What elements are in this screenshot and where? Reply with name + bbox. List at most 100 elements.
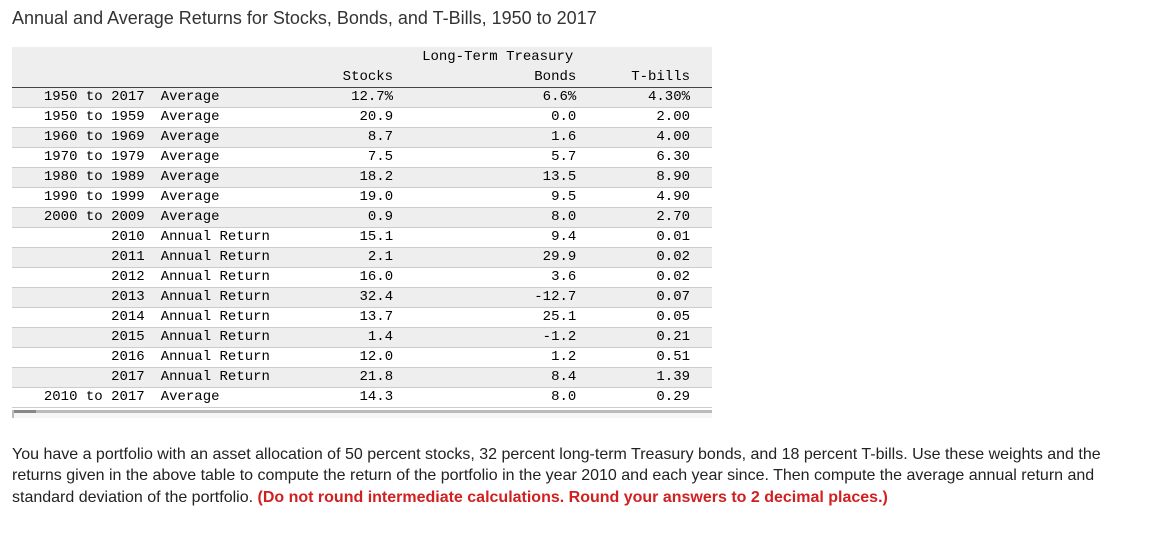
cell-type: Average (157, 147, 302, 167)
cell-tbills: 6.30 (598, 147, 712, 167)
cell-type: Annual Return (157, 367, 302, 387)
table-row: 2012Annual Return16.03.60.02 (12, 267, 712, 287)
cell-stocks: 1.4 (301, 327, 415, 347)
cell-type: Annual Return (157, 227, 302, 247)
cell-bonds: 8.4 (415, 367, 598, 387)
cell-tbills: 0.29 (598, 387, 712, 407)
header-tbills: T-bills (598, 67, 712, 87)
cell-period: 2014 (12, 307, 157, 327)
cell-type: Annual Return (157, 347, 302, 367)
cell-stocks: 8.7 (301, 127, 415, 147)
cell-type: Annual Return (157, 307, 302, 327)
header-spacer (598, 47, 712, 67)
table-row: 2014Annual Return13.725.10.05 (12, 307, 712, 327)
table-row: 2010Annual Return15.19.40.01 (12, 227, 712, 247)
cell-bonds: -12.7 (415, 287, 598, 307)
table-row: 2013Annual Return32.4-12.70.07 (12, 287, 712, 307)
table-row: 2000 to 2009Average0.98.02.70 (12, 207, 712, 227)
table-row: 2017Annual Return21.88.41.39 (12, 367, 712, 387)
cell-tbills: 4.30% (598, 87, 712, 107)
cell-bonds: -1.2 (415, 327, 598, 347)
cell-bonds: 3.6 (415, 267, 598, 287)
cell-tbills: 0.01 (598, 227, 712, 247)
cell-period: 2012 (12, 267, 157, 287)
header-type (157, 67, 302, 87)
cell-bonds: 25.1 (415, 307, 598, 327)
cell-tbills: 1.39 (598, 367, 712, 387)
cell-tbills: 4.00 (598, 127, 712, 147)
header-spacer (301, 47, 415, 67)
cell-stocks: 2.1 (301, 247, 415, 267)
cell-tbills: 0.07 (598, 287, 712, 307)
header-bonds: Bonds (415, 67, 598, 87)
scrollbar-horizontal[interactable] (12, 410, 712, 418)
header-bonds-group: Long-Term Treasury (415, 47, 598, 67)
cell-stocks: 21.8 (301, 367, 415, 387)
cell-period: 2011 (12, 247, 157, 267)
cell-tbills: 2.70 (598, 207, 712, 227)
cell-period: 2010 (12, 227, 157, 247)
cell-stocks: 7.5 (301, 147, 415, 167)
cell-period: 1950 to 1959 (12, 107, 157, 127)
cell-type: Annual Return (157, 327, 302, 347)
cell-tbills: 0.02 (598, 267, 712, 287)
cell-period: 2010 to 2017 (12, 387, 157, 407)
cell-stocks: 15.1 (301, 227, 415, 247)
cell-stocks: 12.7% (301, 87, 415, 107)
cell-type: Annual Return (157, 267, 302, 287)
question-text: You have a portfolio with an asset alloc… (12, 444, 1152, 509)
cell-type: Average (157, 127, 302, 147)
cell-bonds: 29.9 (415, 247, 598, 267)
table-row: 2011Annual Return2.129.90.02 (12, 247, 712, 267)
table-row: 2010 to 2017Average14.38.00.29 (12, 387, 712, 407)
cell-period: 2017 (12, 367, 157, 387)
cell-bonds: 8.0 (415, 387, 598, 407)
cell-bonds: 13.5 (415, 167, 598, 187)
cell-period: 1980 to 1989 (12, 167, 157, 187)
cell-bonds: 9.4 (415, 227, 598, 247)
cell-type: Annual Return (157, 247, 302, 267)
cell-period: 2016 (12, 347, 157, 367)
cell-tbills: 0.51 (598, 347, 712, 367)
cell-period: 1990 to 1999 (12, 187, 157, 207)
cell-stocks: 16.0 (301, 267, 415, 287)
table-row: 2016Annual Return12.01.20.51 (12, 347, 712, 367)
cell-type: Average (157, 87, 302, 107)
table-row: 1960 to 1969Average8.71.64.00 (12, 127, 712, 147)
cell-stocks: 12.0 (301, 347, 415, 367)
cell-stocks: 0.9 (301, 207, 415, 227)
cell-bonds: 1.2 (415, 347, 598, 367)
cell-bonds: 0.0 (415, 107, 598, 127)
cell-type: Annual Return (157, 287, 302, 307)
cell-bonds: 5.7 (415, 147, 598, 167)
cell-period: 2000 to 2009 (12, 207, 157, 227)
cell-bonds: 1.6 (415, 127, 598, 147)
cell-period: 1950 to 2017 (12, 87, 157, 107)
returns-table-container: Long-Term Treasury Stocks Bonds T-bills … (12, 47, 712, 418)
header-stocks: Stocks (301, 67, 415, 87)
cell-stocks: 18.2 (301, 167, 415, 187)
table-row: 1990 to 1999Average19.09.54.90 (12, 187, 712, 207)
question-warning: (Do not round intermediate calculations.… (258, 489, 888, 506)
table-row: 1980 to 1989Average18.213.58.90 (12, 167, 712, 187)
cell-period: 1970 to 1979 (12, 147, 157, 167)
cell-stocks: 14.3 (301, 387, 415, 407)
cell-type: Average (157, 167, 302, 187)
cell-tbills: 2.00 (598, 107, 712, 127)
header-spacer (157, 47, 302, 67)
cell-tbills: 0.21 (598, 327, 712, 347)
cell-type: Average (157, 387, 302, 407)
header-period (12, 67, 157, 87)
cell-type: Average (157, 207, 302, 227)
table-row: 2015Annual Return1.4-1.20.21 (12, 327, 712, 347)
cell-stocks: 20.9 (301, 107, 415, 127)
page-title: Annual and Average Returns for Stocks, B… (12, 8, 1163, 29)
cell-period: 2013 (12, 287, 157, 307)
cell-stocks: 32.4 (301, 287, 415, 307)
table-row: 1950 to 1959Average20.90.02.00 (12, 107, 712, 127)
table-body: 1950 to 2017Average12.7%6.6%4.30%1950 to… (12, 87, 712, 407)
cell-type: Average (157, 187, 302, 207)
cell-tbills: 0.02 (598, 247, 712, 267)
cell-tbills: 0.05 (598, 307, 712, 327)
cell-stocks: 19.0 (301, 187, 415, 207)
